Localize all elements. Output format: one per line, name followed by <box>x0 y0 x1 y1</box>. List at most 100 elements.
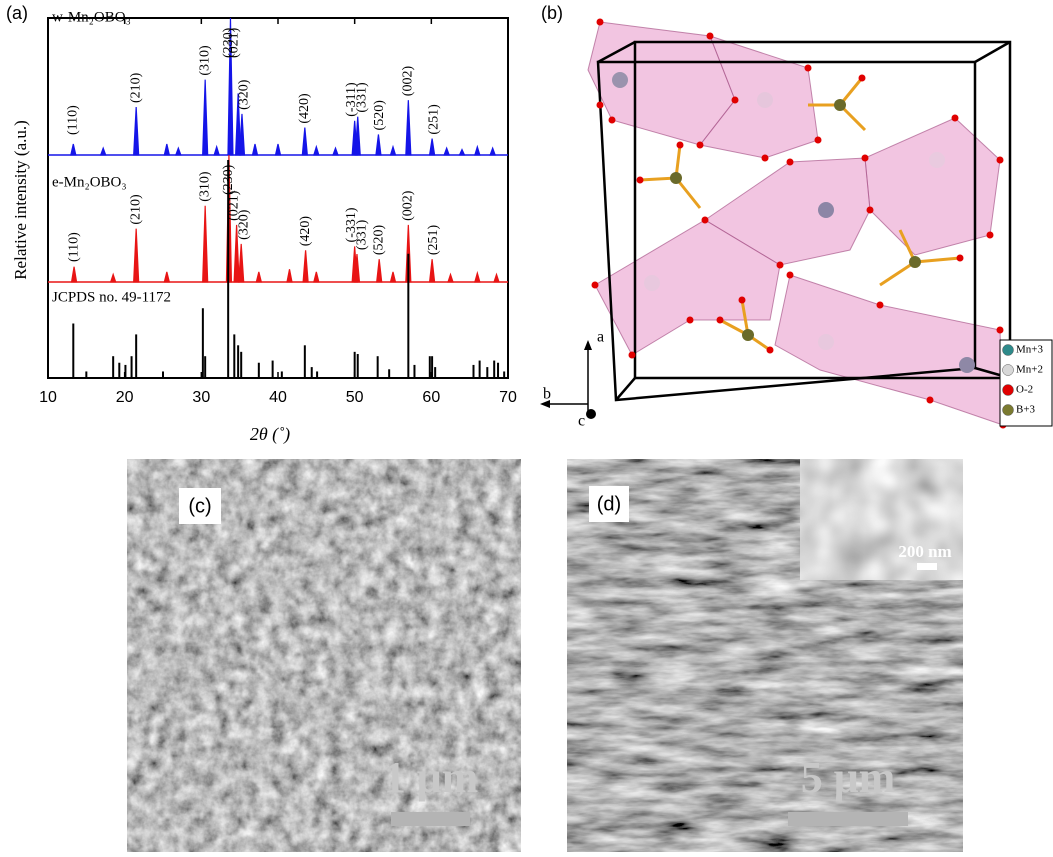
reference-line <box>311 367 313 378</box>
reference-line <box>434 367 436 378</box>
sem-panel: (c) 1 μm <box>127 459 521 852</box>
scale-bar-label: 1 μm <box>384 753 479 802</box>
peak <box>239 244 244 282</box>
reference-line <box>162 371 164 378</box>
polyhedra <box>588 22 1003 425</box>
reference-line <box>304 345 306 378</box>
peak-label: (520) <box>371 224 386 255</box>
peak <box>391 147 396 155</box>
peak <box>444 148 449 155</box>
peak-label: (320) <box>236 209 251 240</box>
peak-label: (331) <box>355 219 370 250</box>
peak-label: (021) <box>227 27 242 58</box>
reference-line <box>258 363 260 378</box>
peak <box>71 144 76 155</box>
atom-mn <box>644 275 660 291</box>
series-label: w-Mn₂OBO₃ <box>52 9 131 25</box>
reference-line <box>429 356 431 378</box>
sem-panel: (d) 200 nm 5 μm <box>567 459 963 852</box>
reference-line <box>72 324 74 379</box>
axis-label: a <box>597 329 604 346</box>
legend-label: B+3 <box>1016 404 1036 416</box>
atom-b <box>670 172 682 184</box>
peak <box>314 272 319 282</box>
peak <box>490 148 495 155</box>
octahedron <box>865 118 1000 255</box>
peak-label: (110) <box>66 105 81 135</box>
peak-label: (002) <box>401 190 416 221</box>
peak <box>134 107 139 155</box>
legend-swatch <box>1003 365 1014 376</box>
reference-line <box>272 361 274 378</box>
reference-line <box>354 352 356 378</box>
legend-swatch <box>1003 345 1014 356</box>
peak <box>164 144 169 155</box>
reference-line <box>431 356 433 378</box>
reference-line <box>124 365 126 378</box>
peak <box>214 147 219 155</box>
scale-bar <box>788 812 908 826</box>
peak <box>303 250 308 282</box>
reference-line <box>204 356 206 378</box>
panel-label: (d) <box>597 493 621 515</box>
peak-label: (251) <box>427 104 442 135</box>
x-tick-label: 60 <box>422 389 440 406</box>
peak <box>256 272 261 282</box>
reference-line <box>479 361 481 378</box>
peak-label: (210) <box>128 72 143 103</box>
reference-line <box>388 369 390 378</box>
panel-label: (c) <box>188 495 211 517</box>
legend-label: Mn+2 <box>1016 364 1043 376</box>
axis-label: b <box>543 386 551 403</box>
atom-mn <box>929 152 945 168</box>
x-tick-label: 20 <box>116 389 134 406</box>
peak-label: (520) <box>372 100 387 131</box>
series-label: e-Mn₂OBO₃ <box>52 174 127 190</box>
reference-line <box>227 160 229 378</box>
peak <box>494 274 499 282</box>
x-tick-label: 40 <box>269 389 287 406</box>
reference-line <box>118 363 120 378</box>
legend-label: Mn+3 <box>1016 344 1043 356</box>
plot-frame <box>48 18 508 378</box>
panel-label: (b) <box>541 3 563 23</box>
cell-edge <box>975 42 1010 62</box>
reference-line <box>233 334 235 378</box>
peak <box>377 259 382 282</box>
peak <box>406 100 411 155</box>
reference-line <box>413 365 415 378</box>
peak-label: (002) <box>401 66 416 97</box>
reference-line <box>240 352 242 378</box>
reference-line <box>135 334 137 378</box>
x-tick-label: 70 <box>499 389 517 406</box>
reference-line <box>112 356 114 378</box>
peak <box>430 139 435 155</box>
legend-swatch <box>1003 405 1014 416</box>
atom-b <box>834 99 846 111</box>
peak <box>72 267 77 282</box>
peak <box>314 147 319 155</box>
atom-mn <box>818 334 834 350</box>
peak-label: (310) <box>197 171 212 202</box>
peak-label: (331) <box>355 82 370 113</box>
atom-mn <box>757 92 773 108</box>
series-label: JCPDS no. 49-1172 <box>52 289 171 305</box>
reference-line <box>357 354 359 378</box>
figure: (a) Relative intensity (a.u.) 2θ (˚) 102… <box>0 0 1053 852</box>
peak-label: (310) <box>197 45 212 76</box>
peak <box>448 274 453 282</box>
octahedron <box>775 275 1003 425</box>
peak <box>164 272 169 282</box>
peak <box>276 144 281 155</box>
y-axis-label: Relative intensity (a.u.) <box>11 120 30 280</box>
peak <box>203 206 208 282</box>
reference-line <box>131 356 133 378</box>
x-tick-label: 10 <box>39 389 57 406</box>
reference-line <box>473 365 475 378</box>
peak <box>287 269 292 282</box>
peak-label: (110) <box>66 232 81 262</box>
reference-line <box>237 345 239 378</box>
arrow-head <box>584 340 592 350</box>
peak <box>430 259 435 282</box>
